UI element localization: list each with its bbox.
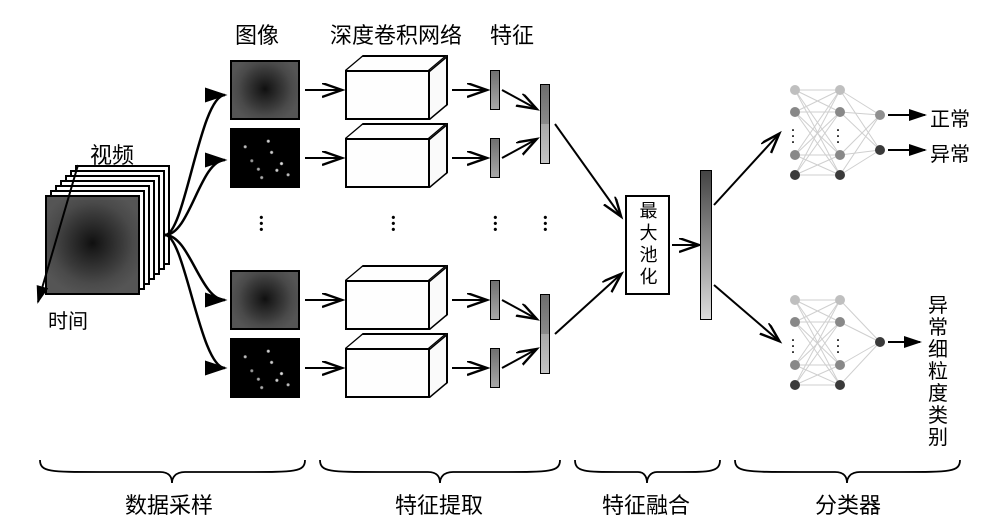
- concat-vec-1: [540, 84, 550, 164]
- stage-sampling: 数据采样: [125, 488, 213, 520]
- dcn-block-2: [345, 123, 445, 178]
- maxpool-box: 最大池化: [625, 195, 670, 295]
- arrows-layer: [0, 0, 1000, 528]
- feature-vec-2: [490, 138, 500, 178]
- sampled-frame-2: [230, 270, 300, 330]
- dcn-block-1: [345, 55, 445, 110]
- label-abnormal: 异常: [930, 138, 970, 167]
- maxpool-label: 最大池化: [635, 201, 661, 289]
- sampled-flow-1: [230, 128, 300, 188]
- feature-vec-3: [490, 280, 500, 320]
- vdots-concat: ···: [542, 215, 549, 233]
- stage-extraction: 特征提取: [395, 488, 483, 520]
- feature-vec-4: [490, 348, 500, 388]
- vdots-cuboids: ···: [390, 215, 397, 233]
- stage-fusion: 特征融合: [602, 488, 690, 520]
- label-normal: 正常: [930, 103, 970, 132]
- label-fine-grained: 异常细粒度类别: [928, 295, 952, 449]
- stage-classifier: 分类器: [815, 488, 881, 520]
- sampled-flow-2: [230, 338, 300, 398]
- vdots-feat: ···: [492, 215, 499, 233]
- fused-vec: [700, 170, 712, 320]
- dcn-block-4: [345, 333, 445, 388]
- vdots-images: ···: [258, 215, 265, 233]
- concat-vec-2: [540, 294, 550, 374]
- sampled-frame-1: [230, 60, 300, 120]
- feature-vec-1: [490, 70, 500, 110]
- dcn-block-3: [345, 265, 445, 320]
